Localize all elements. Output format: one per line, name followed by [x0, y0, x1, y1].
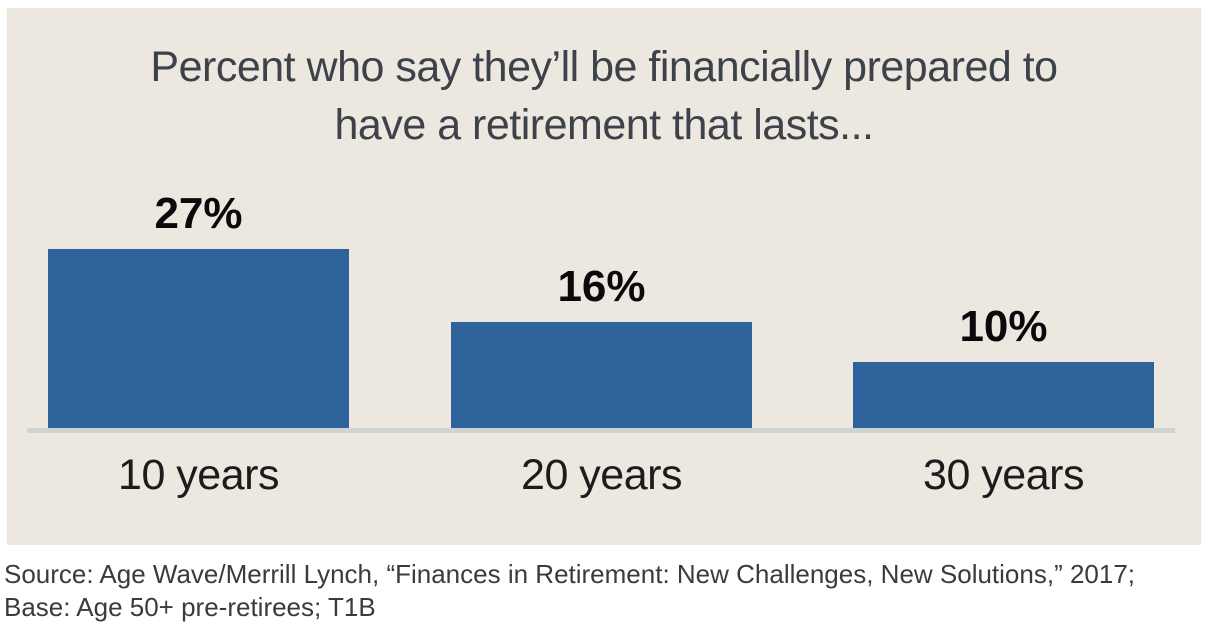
chart-title-line-1: Percent who say they’ll be financially p…: [150, 43, 1058, 91]
bar-group-30-years: 10%: [853, 8, 1154, 428]
bar-30-years: [853, 362, 1154, 428]
category-label-30-years: 30 years: [923, 451, 1084, 499]
bar-chart: 27% 16% 10% 10 years 20 years 30 years: [7, 8, 1201, 545]
chart-title-line-2: have a retirement that lasts...: [334, 101, 875, 149]
bar-value-label: 16%: [557, 262, 646, 311]
source-note: Source: Age Wave/Merrill Lynch, “Finance…: [4, 558, 1204, 624]
category-label-10-years: 10 years: [118, 451, 279, 499]
category-label-20-years: 20 years: [521, 451, 682, 499]
bar-group-20-years: 16%: [451, 8, 752, 428]
bar-10-years: [48, 249, 349, 428]
bar-value-label: 10%: [959, 302, 1048, 351]
bar-group-10-years: 27%: [48, 8, 349, 428]
source-note-line-1: Source: Age Wave/Merrill Lynch, “Finance…: [4, 559, 1136, 589]
x-axis-line: [27, 428, 1175, 433]
bar-20-years: [451, 322, 752, 428]
source-note-line-2: Base: Age 50+ pre-retirees; T1B: [4, 592, 376, 622]
chart-title: Percent who say they’ll be financially p…: [7, 38, 1201, 154]
chart-panel: Percent who say they’ll be financially p…: [7, 8, 1201, 545]
bar-value-label: 27%: [154, 189, 243, 238]
